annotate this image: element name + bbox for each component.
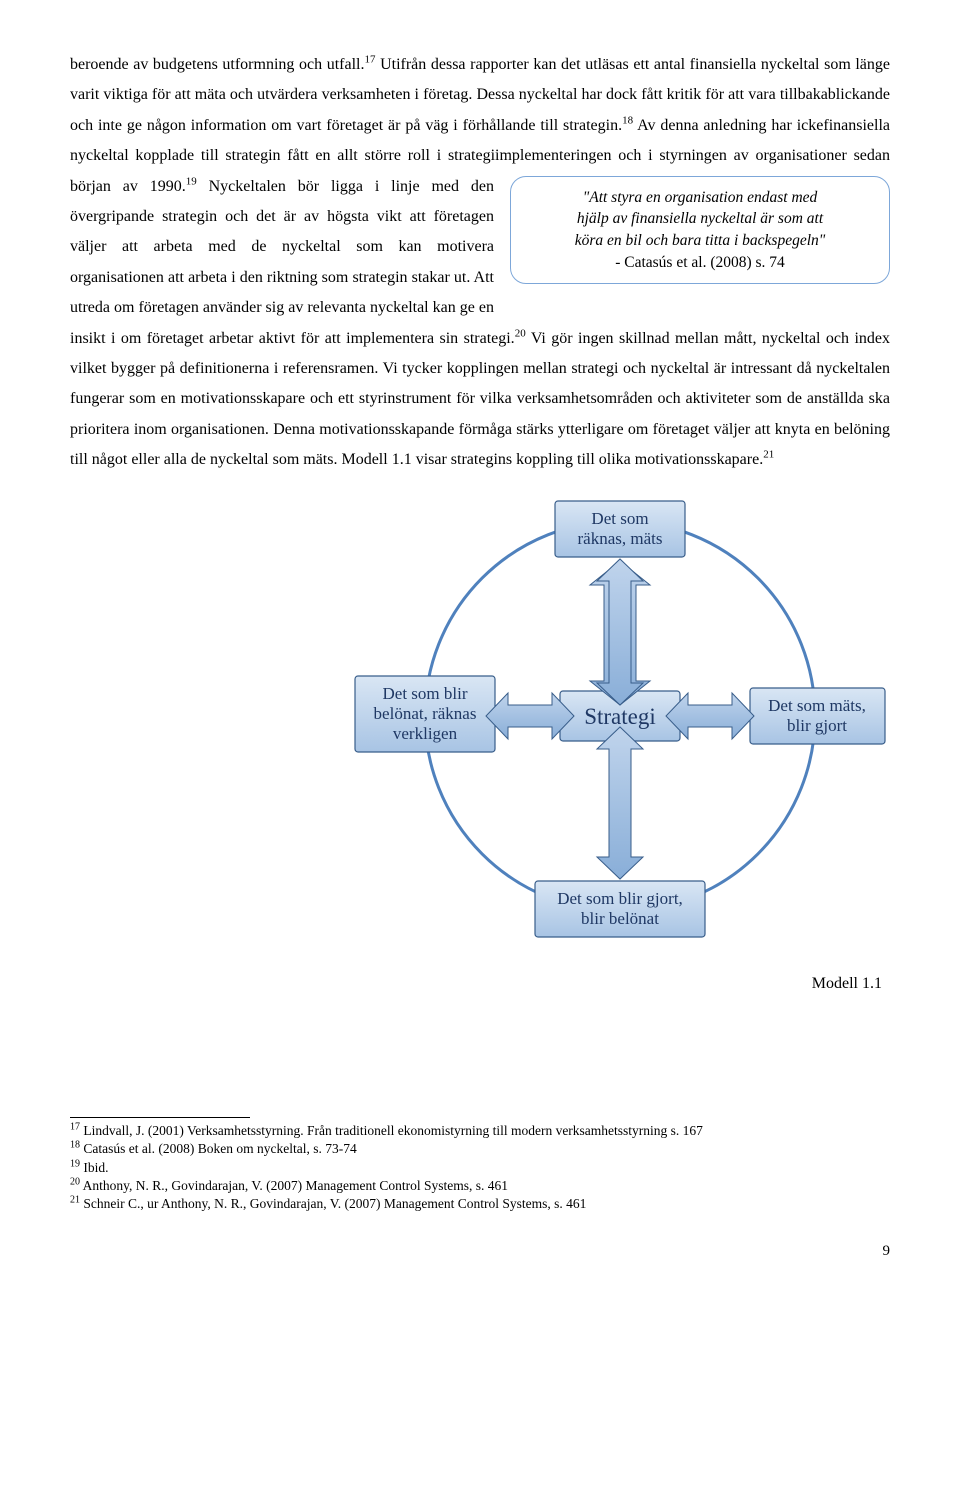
node-bottom-l1: Det som blir gjort, (557, 889, 683, 908)
fn-text-21: Schneir C., ur Anthony, N. R., Govindara… (80, 1196, 586, 1211)
pull-quote-box: "Att styra en organisation endast med hj… (510, 176, 890, 285)
strategy-diagram: Strategi Det som räknas, mäts Det som mä… (350, 481, 890, 999)
p2-mid: Vi gör ingen skillnad mellan mått, nycke… (70, 330, 890, 469)
quote-line-3: köra en bil och bara titta i (575, 232, 742, 249)
footnote-ref-18: 18 (622, 114, 633, 126)
fn-num-17: 17 (70, 1122, 80, 1133)
footnote-ref-19: 19 (186, 175, 197, 187)
footnote-ref-20: 20 (515, 327, 526, 339)
footnote-separator (70, 1117, 250, 1118)
arrow-center-bottom-icon (597, 727, 643, 879)
footnote-19: 19 Ibid. (70, 1159, 890, 1177)
quote-line-1: "Att styra en organisation endast med (583, 189, 818, 206)
fn-num-19: 19 (70, 1158, 80, 1169)
footnote-ref-17: 17 (364, 54, 375, 66)
p1-pre: beroende av budgetens utformning och utf… (70, 56, 364, 73)
footnote-18: 18 Catasús et al. (2008) Boken om nyckel… (70, 1140, 890, 1158)
body-paragraph-1: beroende av budgetens utformning och utf… (70, 50, 890, 475)
quote-line-2: hjälp av finansiella nyckeltal är som at… (577, 210, 823, 227)
fn-text-18: Catasús et al. (2008) Boken om nyckeltal… (80, 1141, 357, 1156)
quote-line-3-em: backspegeln" (742, 232, 825, 249)
footnotes-block: 17 Lindvall, J. (2001) Verksamhetsstyrni… (70, 1122, 890, 1213)
node-bottom-l2: blir belönat (581, 909, 659, 928)
footnote-ref-21: 21 (763, 449, 774, 461)
strategy-cycle-svg: Strategi Det som räknas, mäts Det som mä… (350, 481, 890, 951)
p2-pre: Nyckeltalen bör ligga i linje med den öv… (70, 178, 515, 347)
fn-num-18: 18 (70, 1140, 80, 1151)
fn-num-21: 21 (70, 1195, 80, 1206)
node-top-l2: räknas, mäts (578, 529, 663, 548)
node-left-l1: Det som blir (383, 684, 468, 703)
node-left-l2: belönat, räknas (374, 704, 477, 723)
quote-attribution: - Catasús et al. (2008) s. 74 (615, 254, 785, 271)
fn-text-20: Anthony, N. R., Govindarajan, V. (2007) … (80, 1178, 508, 1193)
fn-num-20: 20 (70, 1176, 80, 1187)
page-number: 9 (70, 1237, 890, 1266)
node-right-l1: Det som mäts, (768, 696, 866, 715)
node-left-l3: verkligen (393, 724, 458, 743)
node-center-label: Strategi (584, 704, 656, 729)
footnote-21: 21 Schneir C., ur Anthony, N. R., Govind… (70, 1195, 890, 1213)
node-right-l2: blir gjort (787, 716, 847, 735)
footnote-17: 17 Lindvall, J. (2001) Verksamhetsstyrni… (70, 1122, 890, 1140)
footnote-20: 20 Anthony, N. R., Govindarajan, V. (200… (70, 1177, 890, 1195)
diagram-caption: Modell 1.1 (350, 969, 890, 999)
fn-text-17: Lindvall, J. (2001) Verksamhetsstyrning.… (80, 1123, 703, 1138)
fn-text-19: Ibid. (80, 1160, 109, 1175)
node-top-l1: Det som (591, 509, 648, 528)
